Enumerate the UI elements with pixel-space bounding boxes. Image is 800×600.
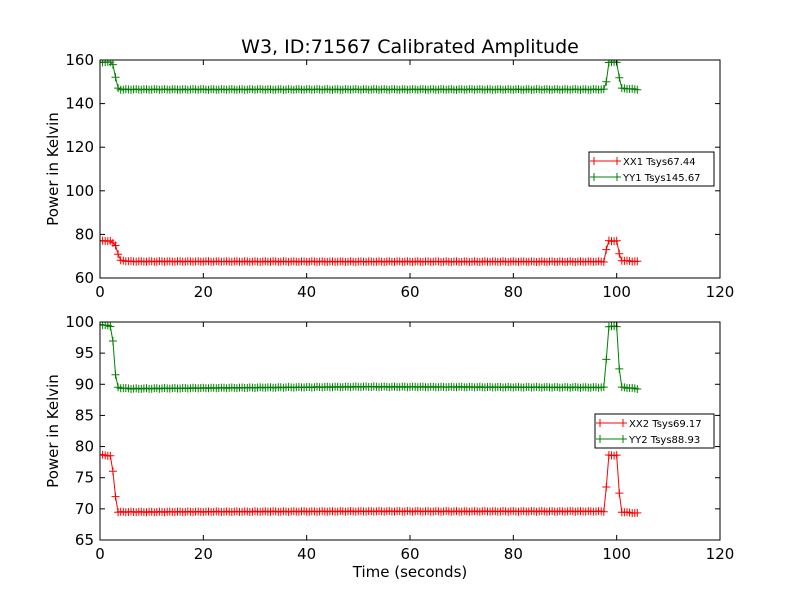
- data-point-marker: [106, 322, 115, 331]
- y-tick-label: 140: [65, 95, 94, 113]
- data-point-marker: [633, 85, 642, 94]
- legend: XX1 Tsys67.44 YY1 Tsys145.67: [588, 151, 715, 187]
- y-tick-label: 120: [65, 138, 94, 156]
- data-point-marker: [612, 236, 621, 245]
- x-tick-label: 100: [602, 283, 631, 301]
- data-point-marker: [612, 451, 621, 460]
- data-point-marker: [633, 257, 642, 266]
- y-tick-label: 100: [65, 182, 94, 200]
- panel-2: 0 20 40 60 80 100 120 65 70 75 80 85 90 95 100 Power in…: [44, 313, 734, 581]
- series-markers-2: [100, 60, 642, 94]
- data-point-marker: [108, 337, 117, 345]
- y-tick-label: 60: [75, 269, 94, 287]
- y-tick-label: 160: [65, 51, 94, 69]
- data-point-marker: [106, 451, 115, 460]
- x-tick-label: 0: [95, 545, 105, 563]
- y-tick-label: 70: [75, 500, 94, 518]
- legend-box: [588, 151, 715, 187]
- legend-entry-2: YY1 Tsys145.67: [622, 173, 701, 184]
- data-point-marker: [602, 77, 611, 86]
- legend-marker-1: [590, 157, 621, 165]
- panel-1: 0 20 40 60 80 100 120 60 80 100 120 140 160 Power in …: [44, 51, 734, 301]
- x-tick-label: 120: [706, 545, 735, 563]
- x-axis-label: Time (seconds): [352, 563, 468, 581]
- data-point-marker: [114, 250, 123, 259]
- data-point-marker: [108, 60, 117, 69]
- data-point-marker: [602, 355, 611, 364]
- plot-area: [100, 60, 642, 266]
- y-tick-label: 80: [75, 225, 94, 243]
- y-tick-label: 65: [75, 531, 94, 549]
- data-point-marker: [599, 383, 608, 392]
- data-point-marker: [602, 483, 611, 491]
- y-tick-label: 100: [65, 313, 94, 331]
- legend-marker-2: [596, 435, 627, 443]
- x-tick-label: 20: [194, 283, 213, 301]
- data-point-marker: [599, 258, 608, 266]
- x-tick-label: 80: [504, 283, 523, 301]
- data-point-marker: [633, 508, 642, 517]
- x-tick-label: 20: [194, 545, 213, 563]
- data-point-marker: [108, 467, 117, 476]
- data-point-marker: [111, 73, 120, 82]
- data-point-marker: [599, 507, 608, 516]
- legend-box: [594, 413, 715, 449]
- data-point-marker: [602, 245, 611, 254]
- y-axis-label: Power in Kelvin: [44, 374, 62, 488]
- data-point-marker: [633, 385, 642, 393]
- legend: XX2 Tsys69.17 YY2 Tsys88.93: [594, 413, 715, 449]
- legend-marker-1: [596, 419, 627, 427]
- data-point-marker: [615, 73, 624, 82]
- data-point-marker: [111, 492, 120, 501]
- y-tick-label: 75: [75, 469, 94, 487]
- data-point-marker: [615, 249, 624, 258]
- y-axis-label: Power in Kelvin: [44, 112, 62, 226]
- legend-entry-1: XX1 Tsys67.44: [623, 157, 696, 168]
- panels: 0 20 40 60 80 100 120 60 80 100 120 140 160 Power in …: [44, 51, 734, 581]
- y-tick-label: 85: [75, 406, 94, 424]
- series-markers-2: [100, 322, 642, 393]
- chart-title: W3, ID:71567 Calibrated Amplitude: [241, 36, 579, 58]
- x-tick-label: 120: [706, 283, 735, 301]
- x-tick-label: 0: [95, 283, 105, 301]
- y-tick-label: 90: [75, 375, 94, 393]
- data-point-marker: [111, 241, 120, 250]
- legend-marker-2: [590, 173, 621, 181]
- data-point-marker: [615, 489, 624, 498]
- data-point-marker: [615, 364, 624, 373]
- y-tick-label: 95: [75, 344, 94, 362]
- data-point-marker: [111, 370, 120, 379]
- x-tick-label: 40: [297, 545, 316, 563]
- data-point-marker: [599, 85, 608, 94]
- series-markers-1: [100, 236, 642, 266]
- x-tick-label: 40: [297, 283, 316, 301]
- legend-entry-2: YY2 Tsys88.93: [628, 435, 700, 446]
- x-tick-label: 80: [504, 545, 523, 563]
- series-markers-1: [100, 450, 642, 518]
- y-tick-label: 80: [75, 438, 94, 456]
- legend-entry-1: XX2 Tsys69.17: [629, 419, 702, 430]
- x-tick-label: 60: [400, 283, 419, 301]
- plot-area: [100, 322, 642, 518]
- x-tick-label: 60: [400, 545, 419, 563]
- x-tick-label: 100: [602, 545, 631, 563]
